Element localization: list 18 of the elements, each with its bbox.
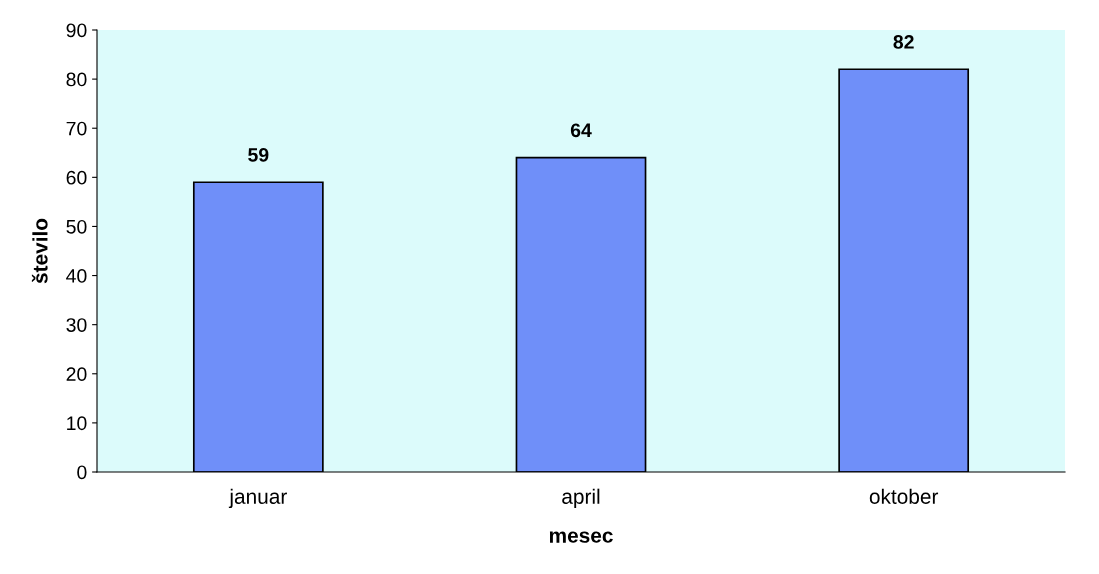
x-axis-title: mesec — [549, 531, 613, 543]
y-axis-title: število — [31, 218, 48, 284]
y-tick-label: 0 — [77, 465, 87, 480]
x-tick-label: januar — [228, 488, 287, 509]
y-tick-label: 40 — [66, 269, 87, 283]
y-tick-label: 50 — [66, 219, 87, 234]
y-tick-label: 10 — [67, 416, 87, 431]
data-label: 59 — [248, 147, 269, 162]
y-tick-label: 90 — [66, 23, 87, 38]
y-tick-label: 60 — [66, 170, 87, 185]
y-tick-label: 20 — [66, 367, 87, 382]
data-label: 64 — [570, 123, 592, 138]
y-tick-label: 30 — [66, 318, 87, 332]
x-tick-label: oktober — [869, 488, 939, 504]
y-tick-label: 70 — [66, 121, 87, 136]
x-tick-label: april — [562, 488, 600, 509]
y-tick-label: 80 — [66, 72, 87, 87]
data-label: 82 — [893, 35, 914, 49]
